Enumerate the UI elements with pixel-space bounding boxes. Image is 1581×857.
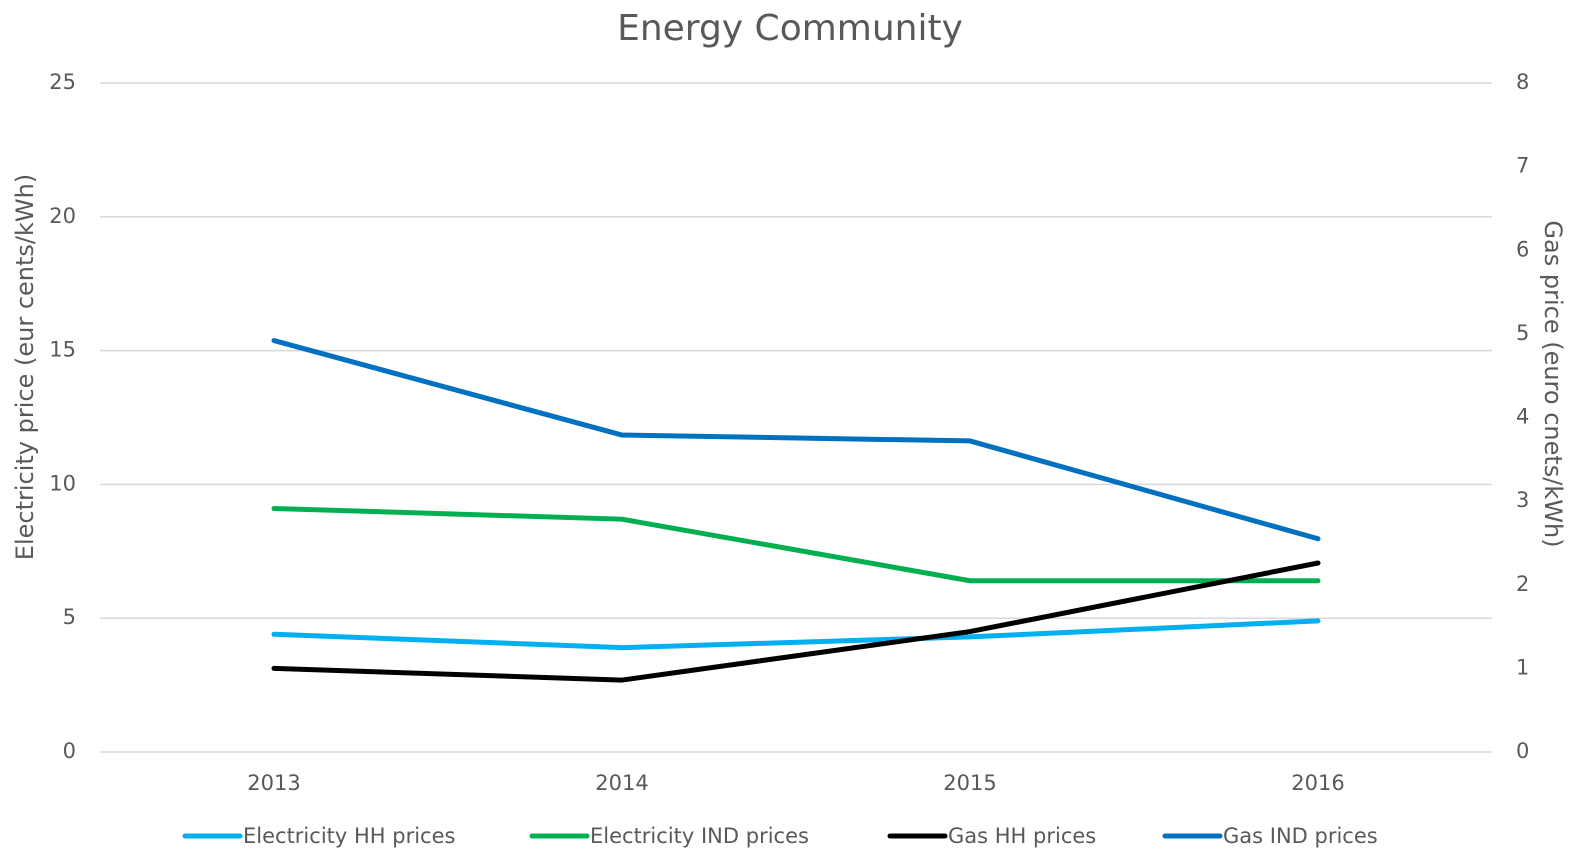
y2-tick-label: 7 — [1516, 154, 1529, 178]
y2-tick-label: 8 — [1516, 70, 1529, 94]
chart-title: Energy Community — [617, 8, 963, 49]
line-series — [271, 338, 1321, 542]
y2-tick-label: 2 — [1516, 572, 1529, 596]
y2-tick-label: 0 — [1516, 739, 1529, 763]
legend-label: Gas IND prices — [1223, 824, 1378, 848]
y2-tick-label: 5 — [1516, 321, 1529, 345]
x-tick-label: 2014 — [595, 771, 648, 795]
x-tick-label: 2013 — [247, 771, 300, 795]
legend-label: Electricity IND prices — [590, 824, 809, 848]
y2-tick-label: 3 — [1516, 488, 1529, 512]
y-tick-label: 20 — [49, 204, 76, 228]
legend-label: Electricity HH prices — [243, 824, 455, 848]
x-tick-label: 2016 — [1291, 771, 1344, 795]
y-tick-label: 15 — [49, 338, 76, 362]
y-tick-label: 5 — [63, 605, 76, 629]
y2-tick-label: 6 — [1516, 237, 1529, 261]
x-tick-label: 2015 — [943, 771, 996, 795]
line-series — [271, 618, 1321, 651]
y2-tick-label: 1 — [1516, 655, 1529, 679]
y-tick-label: 10 — [49, 471, 76, 495]
y2-axis-label: Gas price (euro cnets/kWh) — [1539, 220, 1567, 547]
y-tick-label: 25 — [49, 70, 76, 94]
legend-label: Gas HH prices — [948, 824, 1096, 848]
line-series — [271, 505, 1321, 584]
y2-tick-label: 4 — [1516, 405, 1529, 429]
y-axis-label: Electricity price (eur cents/kWh) — [11, 174, 39, 560]
line-series — [271, 560, 1321, 683]
y-tick-label: 0 — [63, 739, 76, 763]
